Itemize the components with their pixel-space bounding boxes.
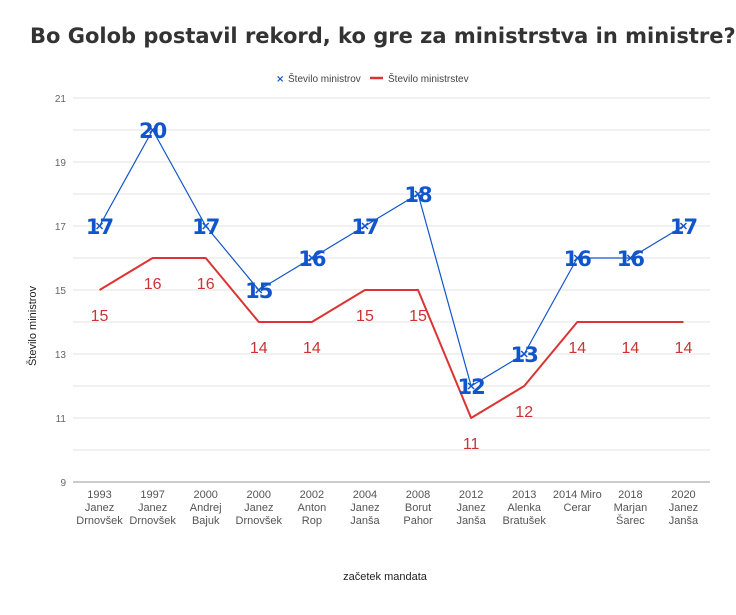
data-label: 17 [192, 215, 219, 239]
legend-marker-ministri: × [276, 74, 284, 85]
x-category-label: 2013 Alenka Bratušek [502, 489, 546, 527]
y-tick-label: 13 [55, 350, 67, 361]
data-point-marker [467, 382, 475, 390]
data-point-marker [255, 286, 263, 294]
x-category-label: 2012 Janez Janša [456, 489, 486, 527]
y-tick-label: 11 [56, 414, 67, 425]
data-label: 14 [303, 340, 321, 357]
data-label: 16 [617, 247, 645, 271]
data-label: 11 [463, 436, 480, 453]
data-label: 17 [670, 215, 697, 239]
data-label: 14 [675, 340, 693, 357]
data-label: 17 [351, 215, 378, 239]
y-tick-label: 9 [60, 478, 66, 489]
series-markers [96, 126, 687, 390]
data-label: 15 [356, 308, 374, 325]
data-label: 12 [515, 404, 533, 421]
x-category-label: 1993 Janez Drnovšek [76, 489, 123, 527]
series-lines [99, 129, 684, 419]
x-category-label: 2000 Janez Drnovšek [236, 489, 283, 527]
y-tick-label: 21 [55, 94, 67, 105]
data-label: 15 [245, 279, 273, 303]
x-category-label: 2002 Anton Rop [298, 489, 327, 527]
x-category-label: 1997 Janez Drnovšek [129, 489, 176, 527]
data-point-marker [573, 254, 581, 262]
data-label: 14 [621, 340, 639, 357]
x-category-label: 2018 Marjan Šarec [614, 489, 648, 527]
data-label: 12 [458, 375, 485, 399]
data-label: 14 [250, 340, 268, 357]
legend: × Število ministrov Število ministrstev [276, 72, 469, 85]
data-point-marker [626, 254, 634, 262]
data-point-marker [679, 222, 687, 230]
series-line [99, 129, 684, 387]
y-axis-ticks: 9 11 13 15 17 19 21 [55, 94, 67, 489]
data-label: 14 [568, 340, 586, 357]
data-label: 16 [144, 276, 162, 293]
x-category-label: 2000 Andrej Bajuk [190, 489, 222, 527]
data-point-marker [308, 254, 316, 262]
data-label: 16 [298, 247, 326, 271]
data-label: 20 [139, 119, 167, 143]
data-point-marker [149, 126, 157, 134]
data-point-marker [361, 222, 369, 230]
y-axis-label: Število ministrov [26, 285, 39, 366]
data-label: 16 [564, 247, 592, 271]
data-point-marker [96, 222, 104, 230]
data-label: 18 [404, 183, 432, 207]
series-line [99, 257, 684, 419]
x-category-label: 2020 Janez Janša [669, 489, 699, 527]
legend-label-ministrstva: Število ministrstev [388, 72, 469, 85]
x-category-label: 2014 Miro Cerar [553, 489, 602, 514]
y-tick-label: 17 [55, 222, 67, 233]
chart-title: Bo Golob postavil rekord, ko gre za mini… [30, 24, 736, 48]
y-tick-label: 15 [55, 286, 67, 297]
data-point-marker [202, 222, 210, 230]
data-label: 15 [91, 308, 109, 325]
data-label: 13 [511, 343, 538, 367]
data-point-marker [520, 350, 528, 358]
data-label: 17 [86, 215, 113, 239]
x-axis-label: začetek mandata [343, 571, 428, 583]
data-labels: 17 20 17 15 16 17 18 12 13 16 16 17 15 16 16 14 14 15 15 11… [86, 119, 698, 453]
data-label: 15 [409, 308, 427, 325]
data-label: 16 [197, 276, 215, 293]
x-category-label: 2004 Janez Janša [350, 489, 380, 527]
y-tick-label: 19 [55, 158, 67, 169]
x-category-label: 2008 Borut Pahor [403, 489, 433, 527]
data-point-marker [414, 190, 422, 198]
legend-label-ministri: Število ministrov [288, 72, 361, 85]
